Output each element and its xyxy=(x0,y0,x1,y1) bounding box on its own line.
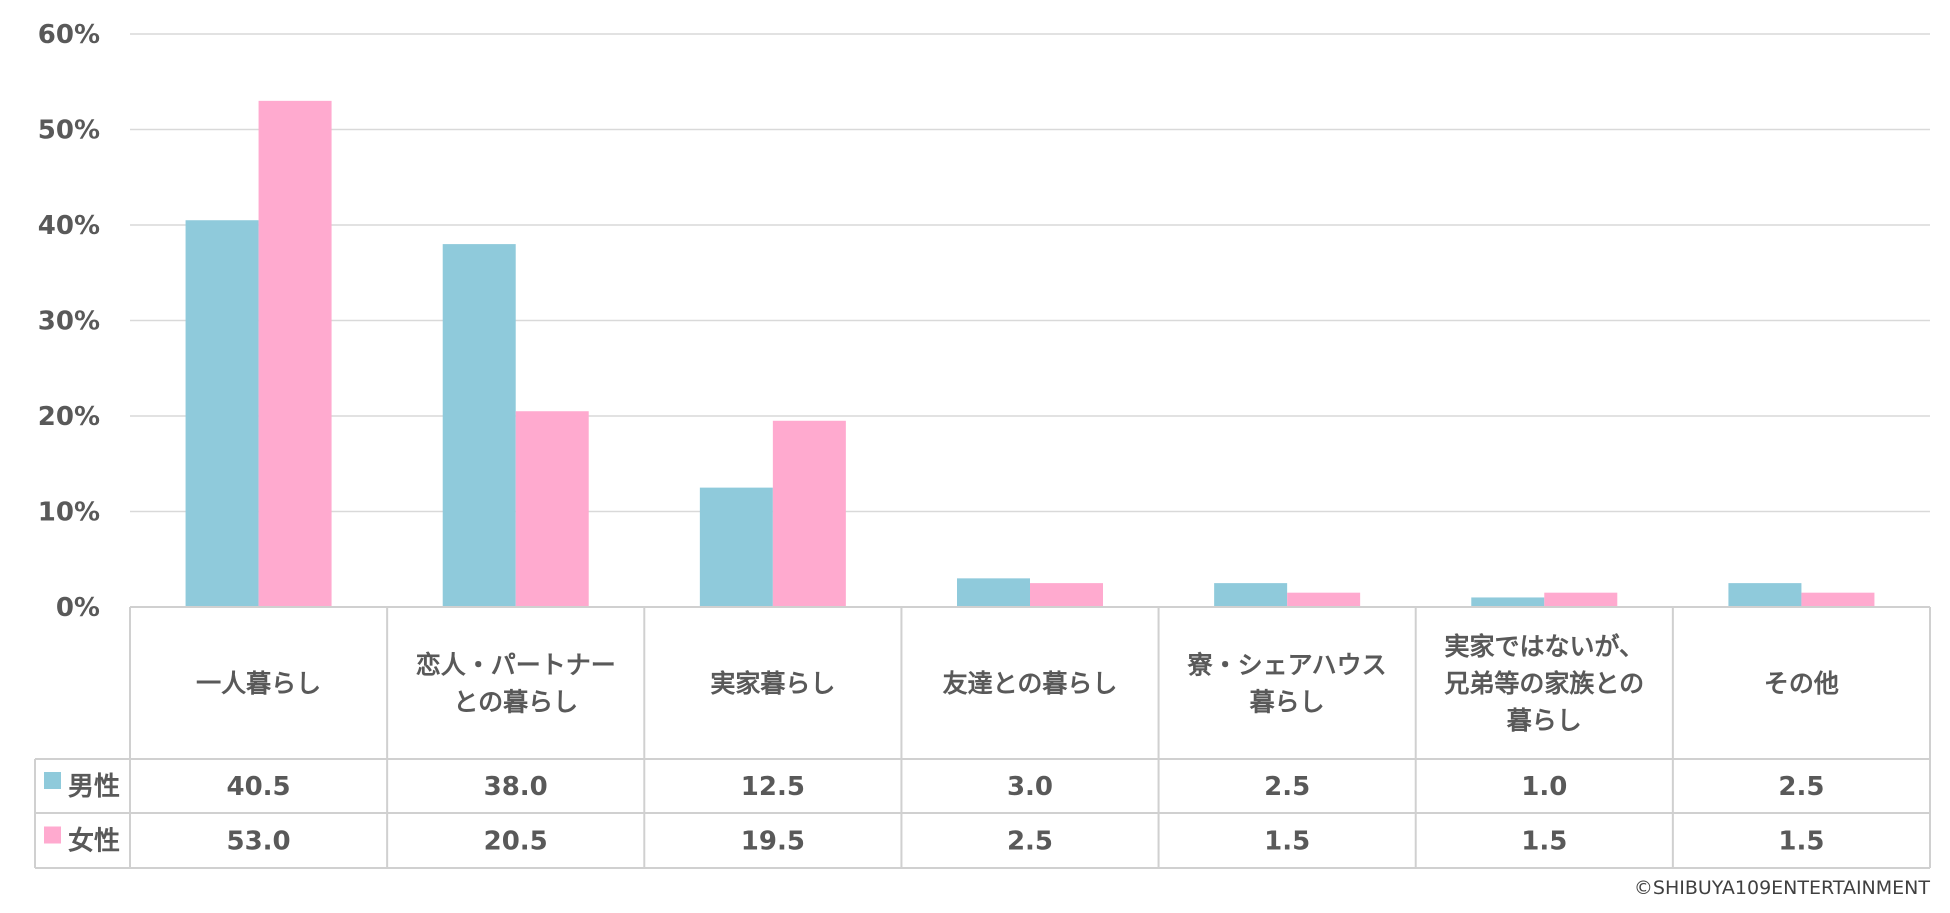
y-tick-label: 50% xyxy=(38,116,100,146)
bars xyxy=(185,100,1875,607)
category-label: 友達との暮らし xyxy=(943,669,1118,698)
category-label: その他 xyxy=(1764,669,1839,698)
category-label: 実家暮らし xyxy=(710,669,835,698)
legend-key-female xyxy=(44,826,61,844)
category-label: 一人暮らし xyxy=(196,669,321,698)
legend-label: 男性 xyxy=(68,772,120,802)
data-label: 12.5 xyxy=(741,772,805,802)
data-label: 1.0 xyxy=(1521,772,1567,802)
category-label: 兄弟等の家族との xyxy=(1443,669,1644,698)
bar-female xyxy=(1030,583,1103,607)
y-axis-ticks: 0% 10% 20% 30% 40% 50% 60% xyxy=(38,20,100,623)
data-label: 53.0 xyxy=(226,827,290,857)
bar-male xyxy=(1214,583,1288,607)
data-label: 2.5 xyxy=(1007,827,1053,857)
y-tick-label: 30% xyxy=(38,307,100,337)
bar-male xyxy=(957,578,1030,607)
category-label: 暮らし xyxy=(1250,688,1325,717)
bar-female xyxy=(515,411,589,607)
bar-female xyxy=(1287,592,1361,607)
category-label: 恋人・パートナー xyxy=(416,651,616,680)
data-label: 38.0 xyxy=(484,772,548,802)
y-tick-label: 10% xyxy=(38,498,100,528)
bar-female xyxy=(772,420,846,607)
bar-female xyxy=(258,100,332,607)
bar-male xyxy=(1728,583,1802,607)
bar-male xyxy=(185,220,259,607)
data-label: 3.0 xyxy=(1007,772,1053,802)
gridlines xyxy=(130,33,1930,513)
data-label: 19.5 xyxy=(741,827,805,857)
category-label: 暮らし xyxy=(1507,706,1582,735)
category-label: 寮・シェアハウス xyxy=(1187,651,1387,680)
y-tick-label: 40% xyxy=(38,211,100,241)
legend-label: 女性 xyxy=(68,826,120,857)
legend-key-male xyxy=(44,772,61,789)
bar-female xyxy=(1544,592,1618,607)
category-label: 実家ではないが、 xyxy=(1445,632,1645,661)
data-label: 2.5 xyxy=(1778,772,1824,802)
bar-female xyxy=(1801,592,1875,607)
bar-male xyxy=(442,244,516,607)
y-tick-label: 0% xyxy=(56,593,100,623)
data-label: 1.5 xyxy=(1521,827,1567,857)
data-label: 1.5 xyxy=(1264,827,1310,857)
category-label: との暮らし xyxy=(453,688,578,717)
data-label: 2.5 xyxy=(1264,772,1310,802)
bar-male xyxy=(1471,597,1545,607)
bar-male xyxy=(699,487,773,607)
y-tick-label: 20% xyxy=(38,402,100,432)
y-tick-label: 60% xyxy=(38,20,100,50)
data-label: 1.5 xyxy=(1778,827,1824,857)
data-label: 20.5 xyxy=(484,827,548,857)
data-label: 40.5 xyxy=(226,772,290,802)
copyright: ©SHIBUYA109ENTERTAINMENT xyxy=(1633,877,1930,899)
